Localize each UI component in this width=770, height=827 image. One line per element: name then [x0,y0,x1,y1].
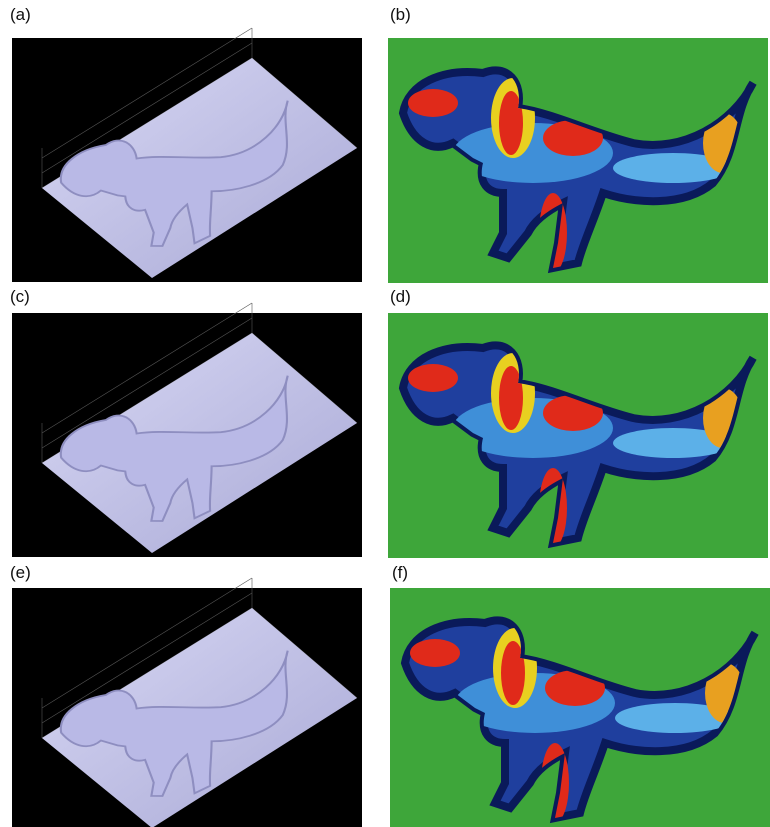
surface-plot [12,28,362,282]
panel-label: (d) [390,287,411,306]
surface-plot [12,303,362,557]
panel-label: (f) [392,563,408,582]
panel-label: (b) [390,5,411,24]
heat-map [388,38,768,283]
panel-label: (a) [10,5,31,24]
figure: (a) (b) (c) (d) (e) (f) [0,0,770,827]
heat-map [390,588,770,827]
heat-map [388,313,768,558]
surface-plot [12,578,362,827]
panel-label: (c) [10,287,30,306]
panel-label: (e) [10,563,31,582]
